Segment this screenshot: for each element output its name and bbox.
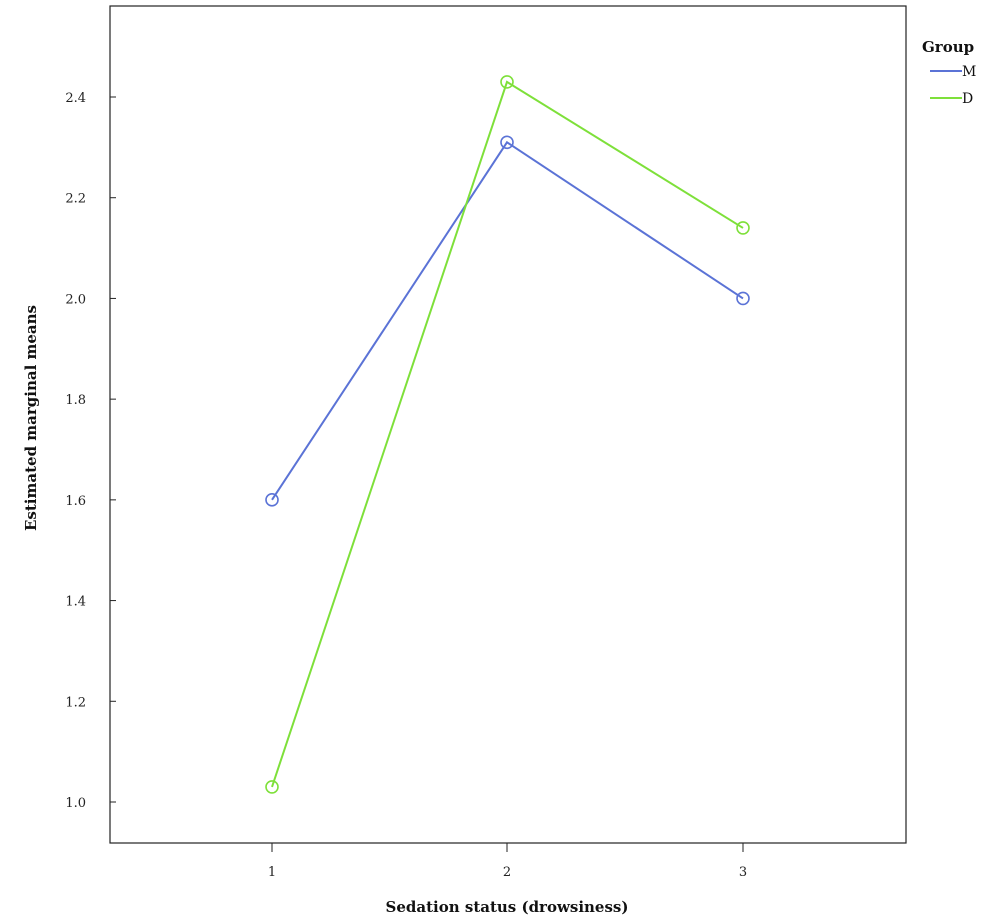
y-tick-label: 2.4	[65, 91, 86, 106]
legend-label-M: M	[962, 64, 976, 80]
y-tick-label: 2.0	[65, 292, 86, 307]
data-point-D	[500, 75, 514, 89]
legend-title: Group	[922, 38, 974, 56]
x-axis-title: Sedation status (drowsiness)	[386, 898, 629, 916]
y-tick-label: 1.6	[65, 494, 86, 509]
y-tick-label: 1.0	[65, 796, 86, 811]
x-axis: 1 2 3	[268, 843, 747, 880]
legend-label-D: D	[962, 91, 973, 107]
data-point-M	[500, 135, 514, 150]
y-tick-label: 1.8	[65, 393, 86, 408]
y-tick-label: 2.2	[65, 192, 86, 207]
data-point-D	[265, 780, 279, 794]
series-layer	[265, 75, 750, 794]
y-tick-label: 1.4	[65, 595, 86, 610]
legend: Group MD	[922, 38, 976, 107]
y-axis-title: Estimated marginal means	[22, 305, 40, 531]
x-tick-label: 1	[268, 865, 276, 880]
data-point-M	[736, 291, 750, 306]
x-tick-label: 3	[739, 865, 747, 880]
series-line-M	[271, 140, 744, 501]
series-line-D	[271, 80, 744, 788]
y-tick-label: 1.2	[65, 695, 86, 710]
plot-frame	[109, 5, 907, 844]
data-point-D	[736, 221, 750, 235]
data-point-M	[265, 493, 279, 507]
x-tick-label: 2	[503, 865, 511, 880]
y-axis: 1.0 1.2 1.4 1.6 1.8 2.0 2.2 2.4	[65, 91, 116, 811]
